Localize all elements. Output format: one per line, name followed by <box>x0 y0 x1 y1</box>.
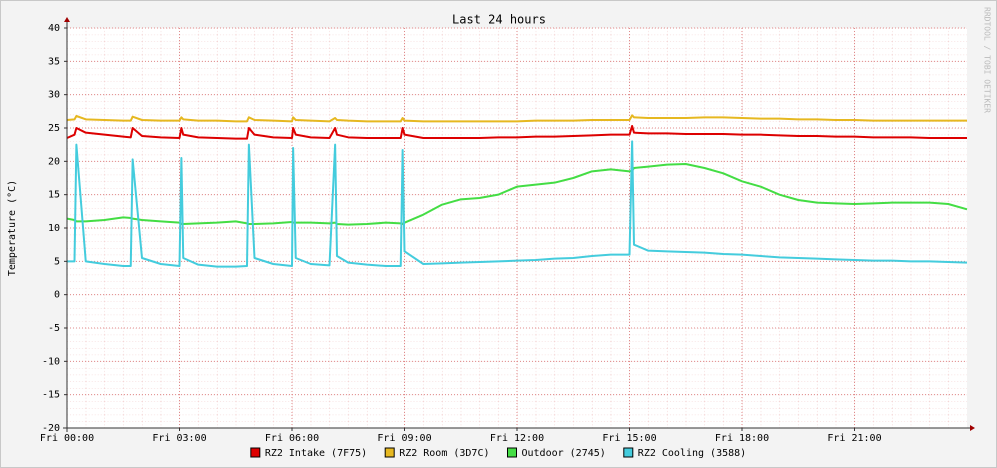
chart-title: Last 24 hours <box>452 13 546 27</box>
y-tick-label: -10 <box>42 356 60 367</box>
legend: RZ2 Intake (7F75) RZ2 Room (3D7C) Outdoor … <box>250 447 746 459</box>
y-tick-label: 35 <box>48 56 60 67</box>
y-tick-label: 40 <box>48 23 60 34</box>
legend-item: RZ2 Cooling (3588) <box>623 447 746 459</box>
legend-swatch <box>250 447 261 458</box>
series-line <box>67 140 968 268</box>
legend-label: RZ2 Room (3D7C) <box>399 448 489 459</box>
x-tick-label: Fri 21:00 <box>827 433 881 444</box>
legend-swatch <box>384 447 395 458</box>
legend-swatch <box>623 447 634 458</box>
y-tick-label: -15 <box>42 390 60 401</box>
y-arrow <box>64 17 70 22</box>
x-tick-label: Fri 18:00 <box>715 433 769 444</box>
legend-swatch <box>507 447 517 458</box>
x-tick-label: Fri 15:00 <box>602 433 656 444</box>
x-tick-label: Fri 06:00 <box>265 433 319 444</box>
x-tick-label: Fri 09:00 <box>377 433 431 444</box>
legend-item: RZ2 Intake (7F75) <box>250 447 367 459</box>
y-tick-label: 10 <box>48 223 60 234</box>
legend-label: RZ2 Intake (7F75) <box>265 448 367 459</box>
axes: -20 -15 -10 -5 0 5 10 15 20 25 30 35 40 Fri 00:00 Fri … <box>40 17 975 444</box>
y-tick-label: -20 <box>42 423 60 434</box>
x-arrow <box>970 425 975 431</box>
legend-item: RZ2 Room (3D7C) <box>384 447 490 459</box>
y-tick-label: -5 <box>48 323 60 334</box>
y-tick-label: 0 <box>54 290 60 301</box>
y-tick-label: 15 <box>48 190 60 201</box>
x-tick-label: Fri 12:00 <box>490 433 544 444</box>
y-axis-label: Temperature (°C) <box>7 180 18 276</box>
legend-label: Outdoor (2745) <box>522 448 606 459</box>
series-line <box>66 125 967 140</box>
watermark: RRDTOOL / TOBI OETIKER <box>983 7 992 113</box>
legend-item: Outdoor (2745) <box>507 447 606 459</box>
x-tick-label: Fri 03:00 <box>152 433 206 444</box>
x-tick-label: Fri 00:00 <box>40 433 94 444</box>
y-tick-label: 20 <box>48 156 60 167</box>
legend-label: RZ2 Cooling (3588) <box>638 448 746 459</box>
y-tick-label: 5 <box>54 256 60 267</box>
lines <box>66 114 968 268</box>
y-tick-label: 25 <box>48 123 60 134</box>
series-line <box>66 114 967 123</box>
y-tick-label: 30 <box>48 90 60 101</box>
